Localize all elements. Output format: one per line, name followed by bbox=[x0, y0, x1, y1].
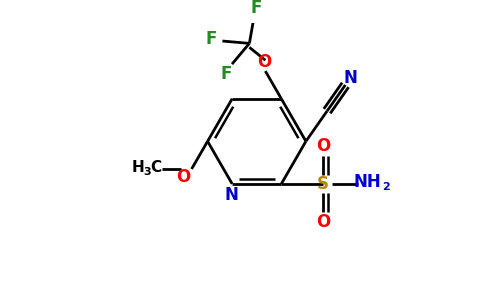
Text: N: N bbox=[344, 69, 357, 87]
Text: O: O bbox=[176, 168, 190, 186]
Text: S: S bbox=[317, 175, 329, 193]
Text: NH: NH bbox=[353, 173, 381, 191]
Text: H: H bbox=[131, 160, 144, 175]
Text: F: F bbox=[220, 65, 232, 83]
Text: C: C bbox=[151, 160, 162, 175]
Text: O: O bbox=[316, 213, 330, 231]
Text: 3: 3 bbox=[144, 167, 151, 177]
Text: 2: 2 bbox=[382, 182, 390, 192]
Text: O: O bbox=[316, 136, 330, 154]
Text: F: F bbox=[206, 30, 217, 48]
Text: F: F bbox=[251, 0, 262, 17]
Text: N: N bbox=[224, 186, 238, 204]
Text: O: O bbox=[257, 53, 272, 71]
